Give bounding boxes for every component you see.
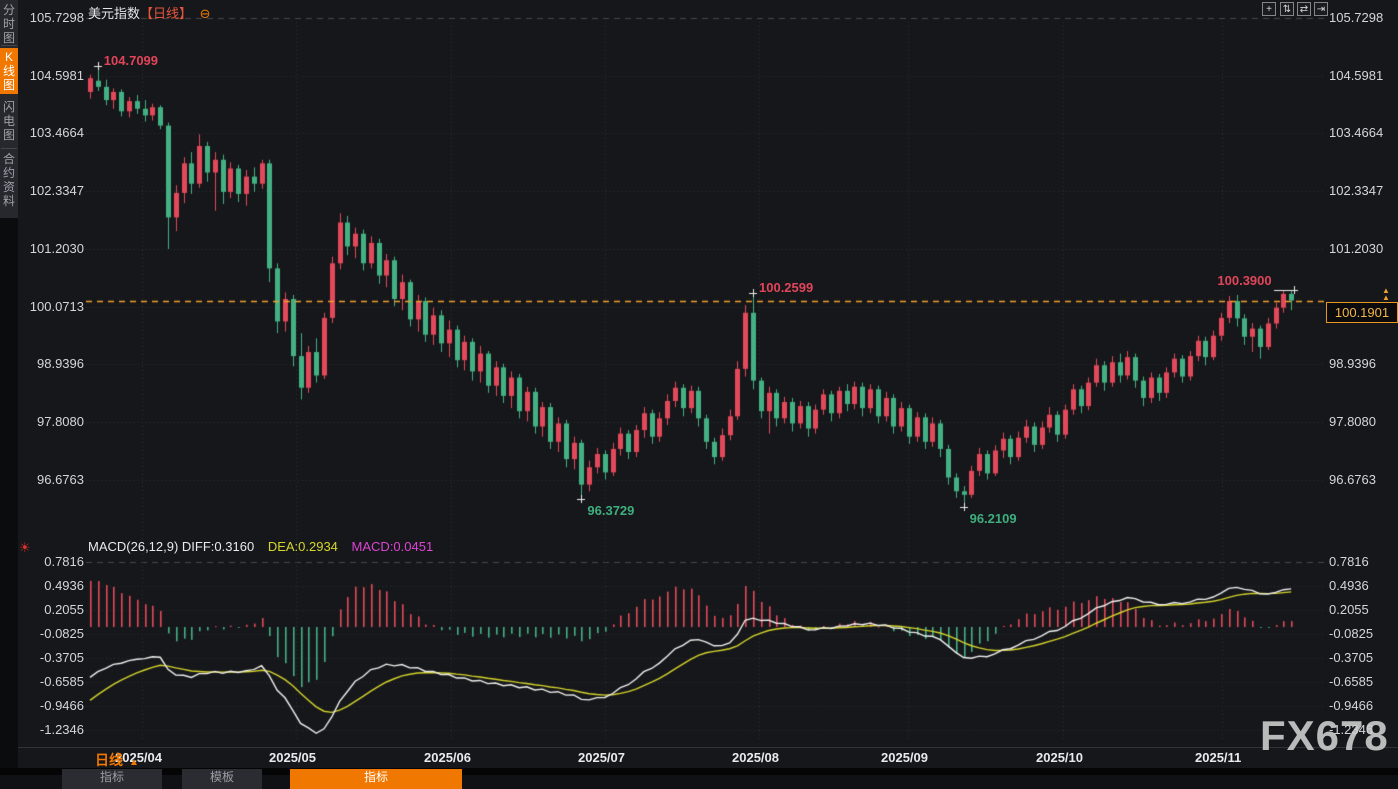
date-label: 2025/06 — [424, 750, 471, 765]
chart-title: 美元指数【日线】 ⊖ — [88, 3, 211, 22]
date-label: 2025/11 — [1195, 750, 1242, 765]
bottom-tab-indicator-active[interactable]: 指标 — [290, 769, 462, 789]
watermark: FX678 — [1260, 712, 1389, 759]
sidebar-item-contract-info[interactable]: 合约资料 — [2, 152, 15, 208]
date-label: 2025/09 — [881, 750, 928, 765]
macd-axis-label-right: -1.2346 — [1329, 722, 1374, 737]
bottom-tab-template[interactable]: 模板 — [182, 769, 262, 789]
macd-params-diff: MACD(26,12,9) DIFF:0.3160 — [88, 539, 255, 554]
crosshair-icon[interactable]: + — [1262, 2, 1276, 16]
sidebar-item-kline-chart[interactable]: K线图 — [0, 48, 18, 94]
macd-axis-label-left: -0.3705 — [39, 650, 84, 665]
price-axis-label-left: 98.9396 — [37, 356, 84, 372]
price-annotation: 100.3900 — [1217, 273, 1272, 289]
current-price-box: 100.1901 — [1326, 302, 1398, 323]
macd-axis-label-left: -1.2346 — [39, 722, 84, 737]
macd-axis-label-left: 0.4936 — [44, 578, 84, 593]
period-tag: 【日线】 — [140, 6, 193, 21]
macd-axis-label-right: -0.9466 — [1329, 698, 1374, 713]
price-axis-label-left: 97.8080 — [37, 413, 84, 429]
macd-value: MACD:0.0451 — [351, 539, 434, 554]
macd-axis-label-right: 0.4936 — [1329, 578, 1369, 593]
price-axis-label-right: 102.3347 — [1329, 183, 1384, 199]
date-label: 2025/05 — [269, 750, 316, 765]
sidebar: 分时图 K线图 闪电图 合约资料 — [0, 0, 18, 775]
price-axis-label-left: 101.2030 — [29, 240, 84, 256]
zoom-y-axis-icon[interactable]: ⇅ — [1280, 2, 1294, 16]
macd-axis-label-right: -0.6585 — [1329, 674, 1374, 689]
price-axis-label-right: 101.2030 — [1329, 240, 1384, 256]
price-axis-label-left: 103.4664 — [29, 125, 84, 141]
price-axis-label-left: 96.6763 — [37, 471, 84, 487]
macd-axis-label-left: 0.7816 — [44, 554, 84, 569]
macd-axis-label-left: -0.9466 — [39, 698, 84, 713]
bottom-tab-indicator[interactable]: 指标 — [62, 769, 162, 789]
sidebar-divider — [1, 148, 17, 149]
gear-icon[interactable]: ⊖ — [199, 6, 211, 21]
price-axis-label-right: 98.9396 — [1329, 356, 1376, 372]
macd-dea-value: DEA:0.2934 — [267, 539, 338, 554]
price-axis-label-left: 102.3347 — [29, 183, 84, 199]
date-label: 2025/10 — [1036, 750, 1083, 765]
macd-axis-label-right: -0.3705 — [1329, 650, 1374, 665]
macd-axis-label-left: -0.0825 — [39, 626, 84, 641]
price-annotation: 96.2109 — [969, 511, 1017, 527]
price-axis-label-right: 105.7298 — [1329, 10, 1384, 25]
sidebar-item-time-chart[interactable]: 分时图 — [2, 3, 15, 45]
price-annotation: 104.7099 — [103, 53, 159, 68]
price-up-arrows-icon: ▲ ▲ — [1382, 286, 1390, 302]
price-annotation: 100.2599 — [759, 279, 814, 295]
date-label: 2025/04 — [115, 750, 162, 765]
macd-axis-label-right: -0.0825 — [1329, 626, 1374, 641]
macd-axis-label-right: 0.7816 — [1329, 554, 1369, 569]
price-axis-label-right: 97.8080 — [1329, 413, 1376, 429]
pan-right-icon[interactable]: ⇥ — [1314, 2, 1328, 16]
bottom-tab-strip: 指标 模板 指标 — [0, 768, 1398, 789]
indicator-settings-icon[interactable]: ☀ — [19, 540, 31, 555]
date-axis-separator — [0, 747, 1398, 748]
sidebar-item-flash-chart[interactable]: 闪电图 — [2, 100, 15, 142]
triangle-up-icon: ▲ — [129, 757, 139, 768]
period-selector[interactable]: 日线 ▲ — [95, 750, 139, 770]
macd-axis-label-left: -0.6585 — [39, 674, 84, 689]
price-axis-label-left: 104.5981 — [29, 67, 84, 83]
zoom-x-axis-icon[interactable]: ⇄ — [1297, 2, 1311, 16]
price-axis-label-right: 104.5981 — [1329, 67, 1384, 83]
macd-axis-label-left: 0.2055 — [44, 602, 84, 617]
period-label: 日线 — [95, 752, 123, 768]
price-axis-label-left: 105.7298 — [29, 10, 84, 25]
date-label: 2025/07 — [578, 750, 625, 765]
macd-axis-label-right: 0.2055 — [1329, 602, 1369, 617]
date-label: 2025/08 — [732, 750, 779, 765]
sidebar-divider — [1, 45, 17, 46]
symbol-name: 美元指数 — [88, 6, 141, 21]
price-axis-label-left: 100.0713 — [29, 298, 84, 314]
price-axis-label-right: 103.4664 — [1329, 125, 1384, 141]
price-annotation: 96.3729 — [587, 503, 635, 519]
macd-header: MACD(26,12,9) DIFF:0.3160 DEA:0.2934 MAC… — [88, 539, 433, 554]
price-axis-label-right: 96.6763 — [1329, 471, 1376, 487]
